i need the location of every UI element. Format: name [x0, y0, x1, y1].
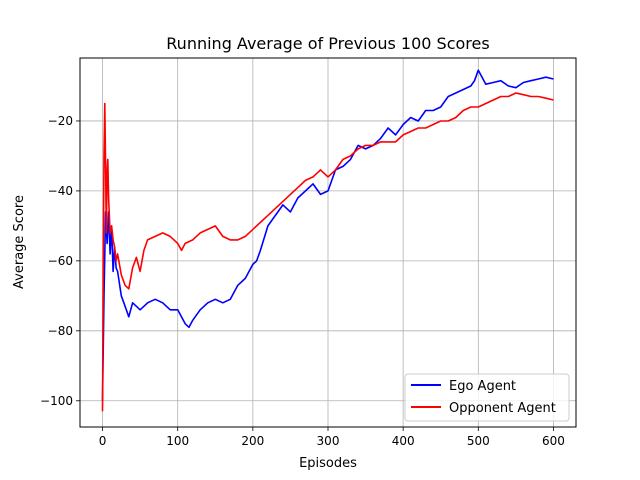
y-tick-label: −20: [48, 114, 73, 128]
legend: Ego Agent Opponent Agent: [404, 373, 570, 422]
x-tick-label: 600: [542, 434, 565, 448]
y-tick-label: −80: [48, 324, 73, 338]
x-tick-label: 200: [241, 434, 264, 448]
legend-box: [404, 373, 570, 422]
x-tick-label: 500: [467, 434, 490, 448]
axis-ticks: 0 100 200 300 400 500 600 −100 −80 −60 −40 −20: [40, 114, 565, 448]
x-tick-label: 100: [166, 434, 189, 448]
x-tick-label: 400: [392, 434, 415, 448]
chart-title: Running Average of Previous 100 Scores: [166, 34, 489, 53]
y-tick-label: −60: [48, 254, 73, 268]
y-tick-label: −100: [40, 394, 73, 408]
legend-label-ego-agent: Ego Agent: [449, 379, 516, 394]
x-tick-label: 0: [99, 434, 107, 448]
y-tick-label: −40: [48, 184, 73, 198]
y-axis-label: Average Score: [12, 195, 27, 289]
legend-label-opponent-agent: Opponent Agent: [449, 401, 556, 416]
series-line-ego-agent: [101, 69, 554, 401]
series-layer: [101, 69, 554, 412]
x-axis-label: Episodes: [299, 456, 357, 471]
series-line-opponent-agent: [101, 92, 554, 412]
x-tick-label: 300: [317, 434, 340, 448]
